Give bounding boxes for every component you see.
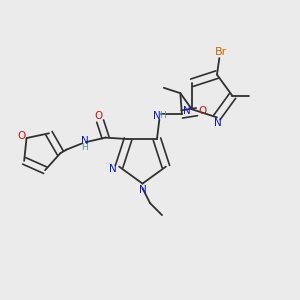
- Text: N: N: [183, 106, 191, 116]
- Text: N: N: [139, 185, 146, 195]
- Text: N: N: [153, 111, 161, 121]
- Text: N: N: [214, 118, 221, 128]
- Text: N: N: [109, 164, 116, 174]
- Text: N: N: [81, 136, 88, 146]
- Text: Br: Br: [215, 47, 227, 57]
- Text: O: O: [94, 111, 103, 121]
- Text: O: O: [18, 131, 26, 141]
- Text: O: O: [198, 106, 206, 116]
- Text: H: H: [81, 143, 88, 152]
- Text: H: H: [159, 112, 166, 121]
